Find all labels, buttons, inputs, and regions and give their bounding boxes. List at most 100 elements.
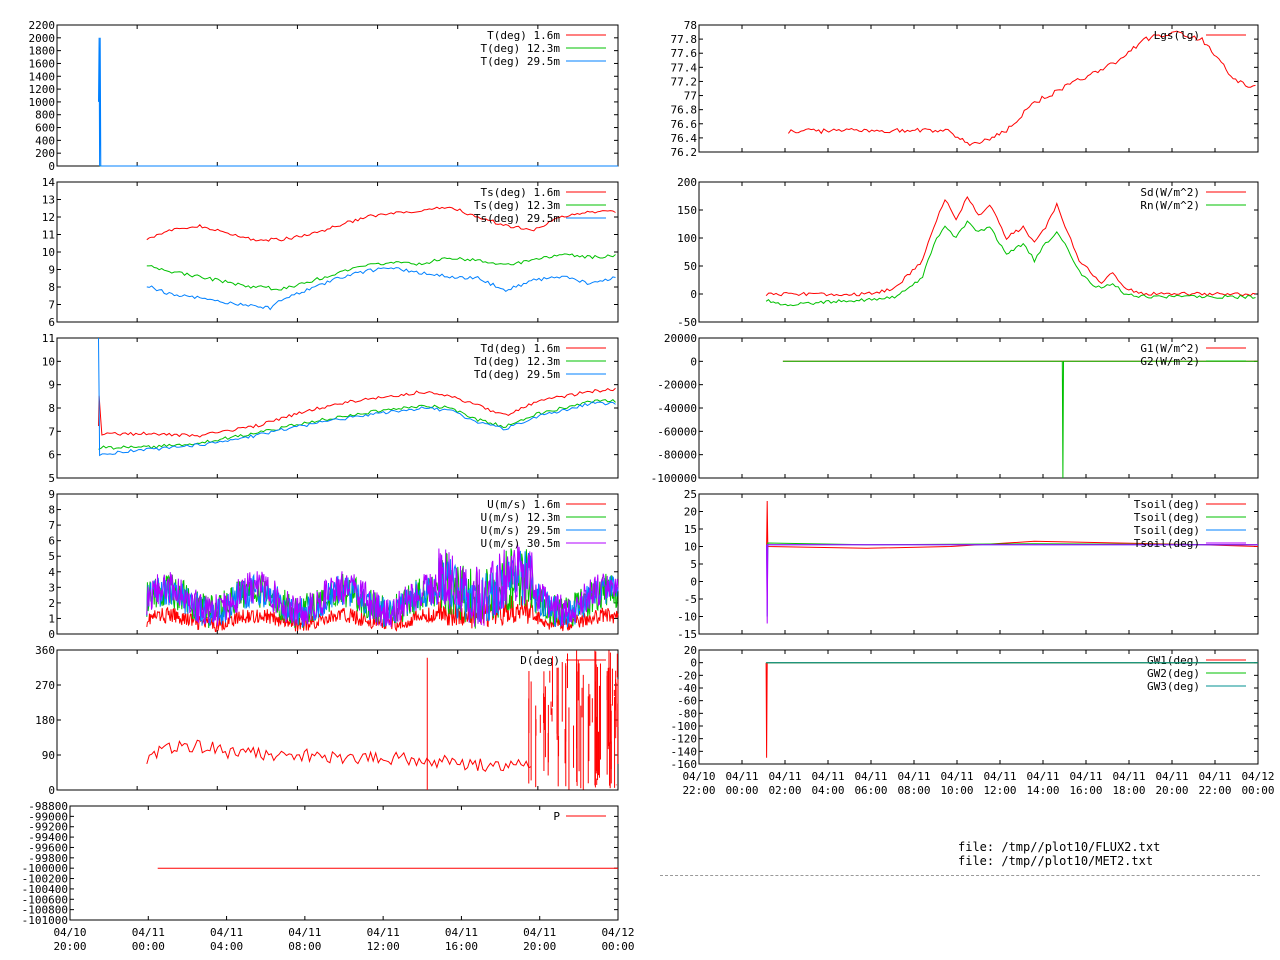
- y-tick-label-Ts: 10: [42, 246, 55, 259]
- legend-label-Ts-0: Ts(deg) 1.6m: [481, 186, 561, 199]
- y-tick-label-U: 8: [48, 504, 55, 517]
- x-tick-date-P: 04/11: [367, 926, 400, 939]
- x-tick-time-GW: 00:00: [725, 784, 758, 797]
- y-tick-label-Lgs: 76.4: [671, 132, 698, 145]
- y-tick-label-P: -99000: [28, 810, 68, 823]
- y-tick-label-Tsoil: 15: [684, 523, 697, 536]
- x-tick-date-P: 04/11: [132, 926, 165, 939]
- legend-label-G-1: G2(W/m^2): [1140, 355, 1200, 368]
- x-tick-date-GW: 04/11: [897, 770, 930, 783]
- y-tick-label-T: 1800: [29, 45, 56, 58]
- y-tick-label-Lgs: 76.8: [671, 104, 698, 117]
- series-line-Ts-2: [146, 267, 616, 311]
- y-tick-label-GW: -160: [671, 758, 698, 771]
- x-tick-date-GW: 04/11: [811, 770, 844, 783]
- legend-label-T-0: T(deg) 1.6m: [487, 29, 560, 42]
- x-tick-time-GW: 08:00: [897, 784, 930, 797]
- x-tick-time-GW: 00:00: [1241, 784, 1274, 797]
- y-tick-label-Lgs: 76.6: [671, 118, 698, 131]
- series-line-Ts-1: [146, 253, 616, 291]
- y-tick-label-P: -100800: [22, 904, 68, 917]
- legend-label-T-2: T(deg) 29.5m: [481, 55, 561, 68]
- y-tick-label-T: 1400: [29, 70, 56, 83]
- series-line-Sd-0: [765, 196, 1256, 297]
- panel-D: 0 90 180 270 360 D(deg): [35, 644, 619, 797]
- x-tick-time-P: 00:00: [132, 940, 165, 953]
- separator-dashed: [660, 875, 1260, 876]
- legend-label-Tsoil-3: Tsoil(deg): [1134, 537, 1200, 550]
- series-line-Sd-1: [765, 220, 1256, 307]
- y-tick-label-P: -99600: [28, 841, 68, 854]
- y-tick-label-P: -99800: [28, 852, 68, 865]
- y-tick-label-T: 2000: [29, 32, 56, 45]
- y-tick-label-U: 5: [48, 550, 55, 563]
- legend-label-Ts-2: Ts(deg) 29.5m: [474, 212, 560, 225]
- y-tick-label-D: 0: [48, 784, 55, 797]
- x-tick-time-GW: 06:00: [854, 784, 887, 797]
- x-tick-time-GW: 18:00: [1112, 784, 1145, 797]
- y-tick-label-T: 1000: [29, 96, 56, 109]
- legend-label-T-1: T(deg) 12.3m: [481, 42, 561, 55]
- y-tick-label-P: -101000: [22, 914, 68, 927]
- x-tick-time-P: 00:00: [601, 940, 634, 953]
- y-tick-label-Sd: 100: [677, 232, 697, 245]
- x-tick-time-GW: 02:00: [768, 784, 801, 797]
- y-tick-label-T: 2200: [29, 19, 56, 32]
- y-tick-label-P: -100400: [22, 883, 68, 896]
- legend-label-GW-0: GW1(deg): [1147, 654, 1200, 667]
- legend-label-G-0: G1(W/m^2): [1140, 342, 1200, 355]
- y-tick-label-Td: 6: [48, 449, 55, 462]
- y-tick-label-GW: -20: [677, 669, 697, 682]
- y-tick-label-P: -98800: [28, 800, 68, 813]
- y-tick-label-U: 7: [48, 519, 55, 532]
- y-tick-label-D: 360: [35, 644, 55, 657]
- y-tick-label-GW: 20: [684, 644, 697, 657]
- x-tick-date-GW: 04/11: [768, 770, 801, 783]
- legend-label-U-3: U(m/s) 30.5m: [481, 537, 561, 550]
- x-tick-time-P: 16:00: [445, 940, 478, 953]
- x-tick-date-GW: 04/12: [1241, 770, 1274, 783]
- y-tick-label-Td: 11: [42, 332, 55, 345]
- legend-label-Lgs-0: Lgs(lg): [1154, 29, 1200, 42]
- x-tick-date-P: 04/12: [601, 926, 634, 939]
- legend-label-Tsoil-2: Tsoil(deg): [1134, 524, 1200, 537]
- y-tick-label-Ts: 8: [48, 281, 55, 294]
- x-tick-time-P: 04:00: [210, 940, 243, 953]
- x-tick-time-P: 20:00: [53, 940, 86, 953]
- x-tick-date-GW: 04/11: [983, 770, 1016, 783]
- legend-label-Tsoil-1: Tsoil(deg): [1134, 511, 1200, 524]
- y-tick-label-T: 1200: [29, 83, 56, 96]
- y-tick-label-Ts: 12: [42, 211, 55, 224]
- x-tick-date-P: 04/11: [210, 926, 243, 939]
- y-tick-label-GW: -140: [671, 745, 698, 758]
- x-tick-time-GW: 22:00: [682, 784, 715, 797]
- legend-label-GW-1: GW2(deg): [1147, 667, 1200, 680]
- y-tick-label-Sd: 200: [677, 176, 697, 189]
- panel-frame-Lgs: [698, 24, 1259, 153]
- y-tick-label-U: 3: [48, 581, 55, 594]
- y-tick-label-U: 1: [48, 612, 55, 625]
- y-tick-label-D: 90: [42, 749, 55, 762]
- x-tick-date-GW: 04/11: [1026, 770, 1059, 783]
- y-tick-label-Td: 9: [48, 379, 55, 392]
- legend-label-Td-1: Td(deg) 12.3m: [474, 355, 560, 368]
- y-tick-label-P: -99400: [28, 831, 68, 844]
- legend-label-Td-2: Td(deg) 29.5m: [474, 368, 560, 381]
- y-tick-label-Lgs: 77.2: [671, 75, 698, 88]
- panel-frame-GW: [698, 649, 1259, 765]
- x-tick-date-GW: 04/11: [1155, 770, 1188, 783]
- y-tick-label-P: -100000: [22, 862, 68, 875]
- panel-Tsoil: -15-10-50510152025Tsoil(deg)Tsoil(deg)Ts…: [677, 488, 1259, 641]
- y-tick-label-GW: -80: [677, 707, 697, 720]
- y-tick-label-Tsoil: 5: [690, 558, 697, 571]
- y-tick-label-Tsoil: 10: [684, 541, 697, 554]
- x-tick-time-GW: 14:00: [1026, 784, 1059, 797]
- legend-label-GW-2: GW3(deg): [1147, 680, 1200, 693]
- x-tick-date-P: 04/11: [523, 926, 556, 939]
- panel-P: -101000-100800-100600-100400-100200-1000…: [22, 800, 635, 953]
- series-line-T-2: [98, 37, 618, 167]
- y-tick-label-Tsoil: -10: [677, 611, 697, 624]
- y-tick-label-Sd: 50: [684, 260, 697, 273]
- y-tick-label-U: 0: [48, 628, 55, 641]
